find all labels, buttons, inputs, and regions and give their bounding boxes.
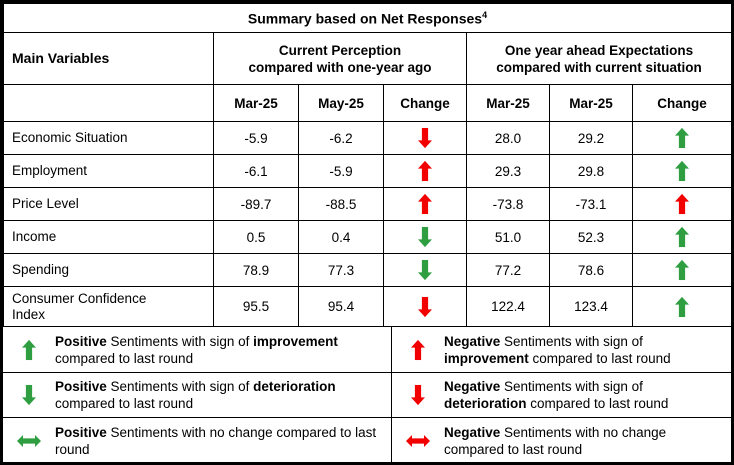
value-cell: 29.3 xyxy=(466,154,550,188)
row-label: Spending xyxy=(3,253,214,287)
change-cell xyxy=(383,154,467,188)
table-row: Income 0.5 0.4 51.0 52.3 xyxy=(3,220,731,254)
value-cell: 122.4 xyxy=(466,286,550,327)
legend-item-negative-improvement: Negative Sentiments with sign of improve… xyxy=(392,327,731,372)
table-row: Economic Situation -5.9 -6.2 28.0 29.2 xyxy=(3,121,731,155)
value-cell: 95.5 xyxy=(213,286,299,327)
subheader-cp-may25: May-25 xyxy=(298,84,384,122)
value-cell: 95.4 xyxy=(298,286,384,327)
value-cell: -73.8 xyxy=(466,187,550,221)
green-leftright-arrow-icon xyxy=(17,434,41,448)
value-cell: -89.7 xyxy=(213,187,299,221)
value-cell: 0.4 xyxy=(298,220,384,254)
value-cell: 51.0 xyxy=(466,220,550,254)
group-header-current-perception: Current Perception compared with one-yea… xyxy=(213,32,467,85)
value-cell: -6.1 xyxy=(213,154,299,188)
red-up-arrow-icon xyxy=(418,170,432,185)
change-cell xyxy=(631,220,731,254)
row-label: Employment xyxy=(3,154,214,188)
legend: Positive Sentiments with sign of improve… xyxy=(3,327,731,462)
green-up-arrow-icon xyxy=(675,306,689,321)
value-cell: 77.3 xyxy=(298,253,384,287)
change-cell xyxy=(383,187,467,221)
value-cell: -5.9 xyxy=(298,154,384,188)
red-down-arrow-icon xyxy=(418,137,432,152)
table-row: Price Level -89.7 -88.5 -73.8 -73.1 xyxy=(3,187,731,221)
green-up-arrow-icon xyxy=(675,269,689,284)
green-down-arrow-icon xyxy=(418,269,432,284)
value-cell: 52.3 xyxy=(549,220,633,254)
legend-row: Positive Sentiments with sign of improve… xyxy=(3,327,731,373)
table-row: Spending 78.9 77.3 77.2 78.6 xyxy=(3,253,731,287)
row-label: Price Level xyxy=(3,187,214,221)
legend-row: Positive Sentiments with sign of deterio… xyxy=(3,373,731,418)
red-leftright-arrow-icon xyxy=(406,434,430,448)
table-title-text: Summary based on Net Responses xyxy=(247,10,483,27)
legend-item-positive-no-change: Positive Sentiments with no change compa… xyxy=(3,418,392,462)
green-up-arrow-icon xyxy=(675,137,689,152)
green-down-arrow-icon xyxy=(22,384,36,406)
subheader-cp-mar25: Mar-25 xyxy=(213,84,299,122)
value-cell: 29.8 xyxy=(549,154,633,188)
value-cell: 123.4 xyxy=(549,286,633,327)
red-up-arrow-icon xyxy=(418,203,432,218)
value-cell: -5.9 xyxy=(213,121,299,155)
value-cell: 78.9 xyxy=(213,253,299,287)
value-cell: -88.5 xyxy=(298,187,384,221)
row-label: Consumer Confidence Index xyxy=(3,286,214,327)
change-cell xyxy=(631,121,731,155)
subheader-ex-change: Change xyxy=(631,84,731,122)
green-up-arrow-icon xyxy=(22,339,36,361)
change-cell xyxy=(631,253,731,287)
row-label: Economic Situation xyxy=(3,121,214,155)
group-header-one-year-ahead: One year ahead Expectations compared wit… xyxy=(465,32,731,85)
subheader-ex-mar25-a: Mar-25 xyxy=(466,84,550,122)
change-cell xyxy=(383,121,467,155)
change-cell xyxy=(383,220,467,254)
green-up-arrow-icon xyxy=(675,170,689,185)
value-cell: -73.1 xyxy=(549,187,633,221)
change-cell xyxy=(631,286,731,327)
legend-item-positive-improvement: Positive Sentiments with sign of improve… xyxy=(3,327,392,372)
value-cell: 78.6 xyxy=(549,253,633,287)
value-cell: 0.5 xyxy=(213,220,299,254)
change-cell xyxy=(383,253,467,287)
red-up-arrow-icon xyxy=(411,339,425,361)
subheader-cp-change: Change xyxy=(383,84,467,122)
legend-item-negative-deterioration: Negative Sentiments with sign of deterio… xyxy=(392,373,731,417)
table-title: Summary based on Net Responses4 xyxy=(3,3,731,33)
legend-item-negative-no-change: Negative Sentiments with no change compa… xyxy=(392,418,731,462)
table-row: Consumer Confidence Index 95.5 95.4 122.… xyxy=(3,286,731,327)
red-up-arrow-icon xyxy=(675,203,689,218)
column-header-main-variables: Main Variables xyxy=(3,32,214,85)
subheader-empty xyxy=(3,84,214,122)
legend-item-positive-deterioration: Positive Sentiments with sign of deterio… xyxy=(3,373,392,417)
value-cell: 28.0 xyxy=(466,121,550,155)
green-up-arrow-icon xyxy=(675,236,689,251)
value-cell: 77.2 xyxy=(466,253,550,287)
row-label: Income xyxy=(3,220,214,254)
legend-row: Positive Sentiments with no change compa… xyxy=(3,418,731,462)
value-cell: 29.2 xyxy=(549,121,633,155)
subheader-ex-mar25-b: Mar-25 xyxy=(549,84,633,122)
summary-table: Summary based on Net Responses4 Main Var… xyxy=(3,3,731,327)
value-cell: -6.2 xyxy=(298,121,384,155)
table-row: Employment -6.1 -5.9 29.3 29.8 xyxy=(3,154,731,188)
change-cell xyxy=(383,286,467,327)
change-cell xyxy=(631,154,731,188)
red-down-arrow-icon xyxy=(411,384,425,406)
green-down-arrow-icon xyxy=(418,236,432,251)
change-cell xyxy=(631,187,731,221)
red-down-arrow-icon xyxy=(418,306,432,321)
footnote-marker: 4 xyxy=(482,9,488,20)
